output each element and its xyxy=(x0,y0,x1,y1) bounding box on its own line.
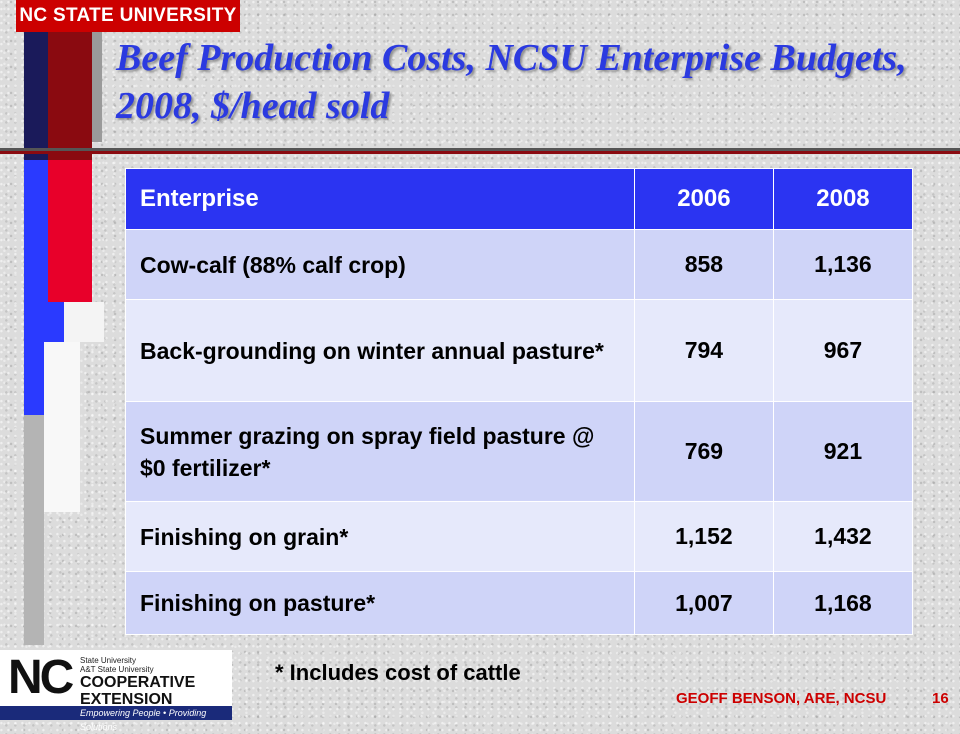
title-divider-accent xyxy=(0,151,960,154)
table-header-row: Enterprise 2006 2008 xyxy=(125,168,914,230)
extension-logo-institutions: State University A&T State University xyxy=(80,656,154,674)
slide-title: Beef Production Costs, NCSU Enterprise B… xyxy=(116,37,907,127)
table-row: Finishing on grain* 1,152 1,432 xyxy=(125,501,914,572)
decor-stripe-maroon xyxy=(48,32,92,160)
decor-stripe-gray xyxy=(92,32,102,142)
enterprise-cell: Finishing on pasture* xyxy=(125,571,635,635)
extension-logo-institution-1: State University xyxy=(80,656,137,665)
column-header-2006: 2006 xyxy=(633,168,774,230)
column-header-enterprise: Enterprise xyxy=(125,168,635,230)
extension-logo-institution-2: A&T State University xyxy=(80,665,154,674)
extension-logo-tagline: Empowering People • Providing Solutions xyxy=(0,706,232,732)
table-row: Back-grounding on winter annual pasture*… xyxy=(125,299,914,402)
value-2006-cell: 1,007 xyxy=(633,571,774,635)
table-row: Summer grazing on spray field pasture @ … xyxy=(125,401,914,502)
value-2008-cell: 1,432 xyxy=(772,501,914,572)
decor-stripe-navy xyxy=(24,32,48,160)
value-2006-cell: 858 xyxy=(633,229,774,300)
cooperative-extension-logo: NC State University A&T State University… xyxy=(0,650,232,732)
enterprise-cell: Back-grounding on winter annual pasture* xyxy=(125,299,635,402)
extension-logo-mark: NC xyxy=(8,651,74,704)
table-row: Cow-calf (88% calf crop) 858 1,136 xyxy=(125,229,914,300)
decor-stripe-red xyxy=(48,160,92,302)
extension-logo-line-2: EXTENSION xyxy=(80,691,173,708)
value-2006-cell: 769 xyxy=(633,401,774,502)
column-header-2008: 2008 xyxy=(772,168,914,230)
title-divider xyxy=(0,148,960,151)
value-2006-cell: 1,152 xyxy=(633,501,774,572)
decor-stripe-white xyxy=(64,302,104,342)
enterprise-cell: Summer grazing on spray field pasture @ … xyxy=(125,401,635,502)
value-2008-cell: 967 xyxy=(772,299,914,402)
footnote: * Includes cost of cattle xyxy=(275,660,521,685)
page-number: 16 xyxy=(932,690,949,707)
enterprise-cell: Cow-calf (88% calf crop) xyxy=(125,229,635,300)
decor-stripe-white-lower xyxy=(44,342,80,512)
value-2006-cell: 794 xyxy=(633,299,774,402)
extension-logo-line-1: COOPERATIVE xyxy=(80,674,196,691)
value-2008-cell: 1,168 xyxy=(772,571,914,635)
value-2008-cell: 921 xyxy=(772,401,914,502)
extension-logo-wordmark: COOPERATIVE EXTENSION xyxy=(80,674,195,708)
value-2008-cell: 1,136 xyxy=(772,229,914,300)
decor-stripe-gray-lower xyxy=(24,415,44,645)
enterprise-cell: Finishing on grain* xyxy=(125,501,635,572)
table-row: Finishing on pasture* 1,007 1,168 xyxy=(125,571,914,635)
university-logo: NC STATE UNIVERSITY xyxy=(16,0,240,32)
footer-author: GEOFF BENSON, ARE, NCSU xyxy=(676,690,887,707)
cost-table: Enterprise 2006 2008 Cow-calf (88% calf … xyxy=(125,168,914,635)
